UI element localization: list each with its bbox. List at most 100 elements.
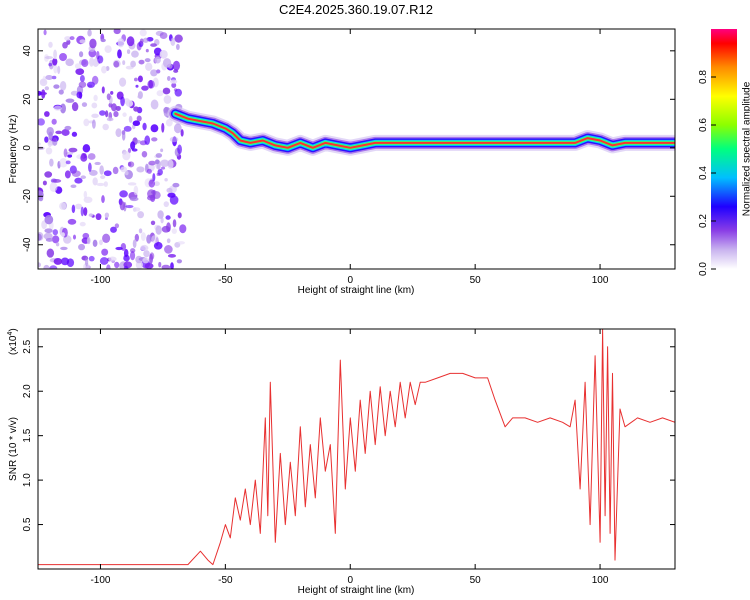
spectrogram-noise-blob xyxy=(120,96,125,107)
spectrogram-noise-blob xyxy=(155,153,163,158)
spectrogram-noise-blob xyxy=(161,122,165,133)
spectrogram-noise-blob xyxy=(79,221,86,227)
spectrogram-noise-blob xyxy=(51,75,57,80)
snr-x-tick-label: -50 xyxy=(218,575,233,586)
spectrogram-noise-blob xyxy=(80,154,88,162)
spectrogram-noise-blob xyxy=(104,45,112,54)
spectrogram-noise-blob xyxy=(139,38,144,44)
spectrogram-noise-blob xyxy=(112,166,119,175)
spectrogram-noise-blob xyxy=(42,180,47,186)
spectrogram-noise-blob xyxy=(171,82,177,88)
spectrogram-noise-blob xyxy=(93,94,98,102)
spectrogram-noise-blob xyxy=(160,148,164,153)
spectrogram-noise-blob xyxy=(147,80,155,89)
spectrogram-noise-blob xyxy=(71,101,79,112)
spectrogram-noise-blob xyxy=(74,63,82,70)
spectrogram-noise-blob xyxy=(115,246,123,251)
spectrogram-noise-blob xyxy=(126,36,135,47)
spectrogram-noise-blob xyxy=(71,204,76,214)
spectrogram-noise-blob xyxy=(49,182,58,192)
spectrogram-noise-blob xyxy=(57,65,61,75)
spectrogram-noise-blob xyxy=(71,170,81,178)
colorbar-tick-label: 0.0 xyxy=(698,262,709,276)
spectrogram-noise-blob xyxy=(67,218,77,225)
spectrogram-noise-blob xyxy=(151,235,159,244)
spectrogram-noise-blob xyxy=(111,103,117,112)
spectrogram-noise-blob xyxy=(104,212,110,218)
spectrogram-noise-blob xyxy=(87,29,92,37)
spectrogram-noise-blob xyxy=(114,223,120,229)
spectrogram-noise-blob xyxy=(145,48,149,53)
colorbar-tick-label: 0.6 xyxy=(698,118,709,132)
snr-x-tick-label: -100 xyxy=(90,575,110,586)
snr-multiplier-exponent: 4 xyxy=(7,332,14,336)
spectrogram-noise-blob xyxy=(92,58,99,67)
spectrogram-noise-blob xyxy=(76,91,83,99)
spectrogram-noise-blob xyxy=(75,68,85,75)
spectrogram-noise-blob xyxy=(142,122,147,131)
spectrogram-noise-blob xyxy=(58,89,64,95)
spectrogram-noise-blob xyxy=(155,225,162,235)
spectrogram-x-label: Height of straight line (km) xyxy=(298,285,415,296)
snr-y-tick-label: 1.0 xyxy=(22,473,33,487)
spectrogram-noise-blob xyxy=(172,219,177,228)
spectrogram-noise-blob xyxy=(44,171,53,178)
spectrogram-noise-blob xyxy=(137,211,145,219)
spectrogram-noise-blob xyxy=(146,234,152,244)
snr-y-multiplier: (x104) xyxy=(7,328,19,355)
spectrogram-noise-blob xyxy=(100,38,106,43)
spectrogram-y-tick-label: 20 xyxy=(22,93,33,105)
spectrogram-noise-blob xyxy=(53,258,63,265)
spectrogram-noise-blob xyxy=(113,29,121,35)
spectrogram-noise-blob xyxy=(110,91,114,95)
colorbar-label: Normalized spectral amplitude xyxy=(741,81,750,216)
spectrogram-noise-blob xyxy=(167,253,177,258)
spectrogram-noise-blob xyxy=(106,117,114,122)
spectrogram-noise-blob xyxy=(127,182,137,186)
spectrogram-noise-blob xyxy=(108,256,117,262)
spectrogram-noise-blob xyxy=(166,222,171,233)
spectrogram-noise-blob xyxy=(103,181,108,187)
spectrogram-noise-blob xyxy=(44,111,50,117)
spectrogram-noise-blob xyxy=(162,87,171,95)
spectrogram-noise-blob xyxy=(99,239,103,246)
spectrogram-noise-blob xyxy=(69,36,75,41)
spectrogram-noise-blob xyxy=(144,262,154,269)
spectrogram-noise-blob xyxy=(161,264,171,269)
spectrogram-noise-blob xyxy=(45,237,54,242)
spectrogram-noise-blob xyxy=(119,201,126,211)
snr-y-tick-label: 2.0 xyxy=(22,384,33,398)
spectrogram-noise-field xyxy=(38,29,187,269)
spectrogram-noise-blob xyxy=(167,192,176,198)
spectrogram-noise-blob xyxy=(165,118,173,127)
spectrogram-noise-blob xyxy=(101,86,105,94)
spectrogram-y-tick-label: 0 xyxy=(22,145,33,151)
spectrogram-noise-blob xyxy=(79,74,85,83)
spectrogram-y-tick-label: -20 xyxy=(22,189,33,204)
spectrogram-noise-blob xyxy=(49,158,54,167)
spectrogram-noise-blob xyxy=(115,105,121,111)
spectrogram-noise-blob xyxy=(52,57,58,66)
spectrogram-noise-blob xyxy=(151,137,158,142)
svg-text:(x104): (x104) xyxy=(7,328,19,355)
spectrogram-noise-blob xyxy=(174,34,183,43)
spectrogram-noise-blob xyxy=(167,159,174,169)
spectrogram-noise-blob xyxy=(127,148,132,154)
colorbar-ticks: 0.0 0.2 0.4 0.6 0.8 xyxy=(698,70,716,276)
spectrogram-noise-blob xyxy=(134,233,139,242)
spectrogram-noise-blob xyxy=(102,123,109,131)
spectrogram-noise-blob xyxy=(160,166,166,170)
spectrogram-noise-blob xyxy=(124,171,129,176)
spectrogram-noise-blob xyxy=(71,131,78,137)
spectrogram-noise-blob xyxy=(96,182,105,187)
spectrogram-noise-blob xyxy=(127,161,135,168)
spectrogram-noise-blob xyxy=(169,136,179,143)
spectrogram-noise-blob xyxy=(132,207,137,212)
spectrogram-noise-blob xyxy=(55,130,63,135)
spectrogram-noise-blob xyxy=(167,76,171,81)
spectrogram-noise-blob xyxy=(81,102,88,107)
spectrogram-noise-blob xyxy=(88,162,92,173)
spectrogram-noise-blob xyxy=(156,90,164,97)
spectrogram-x-tick-label: -50 xyxy=(218,275,233,286)
spectrogram-noise-blob xyxy=(160,159,170,167)
